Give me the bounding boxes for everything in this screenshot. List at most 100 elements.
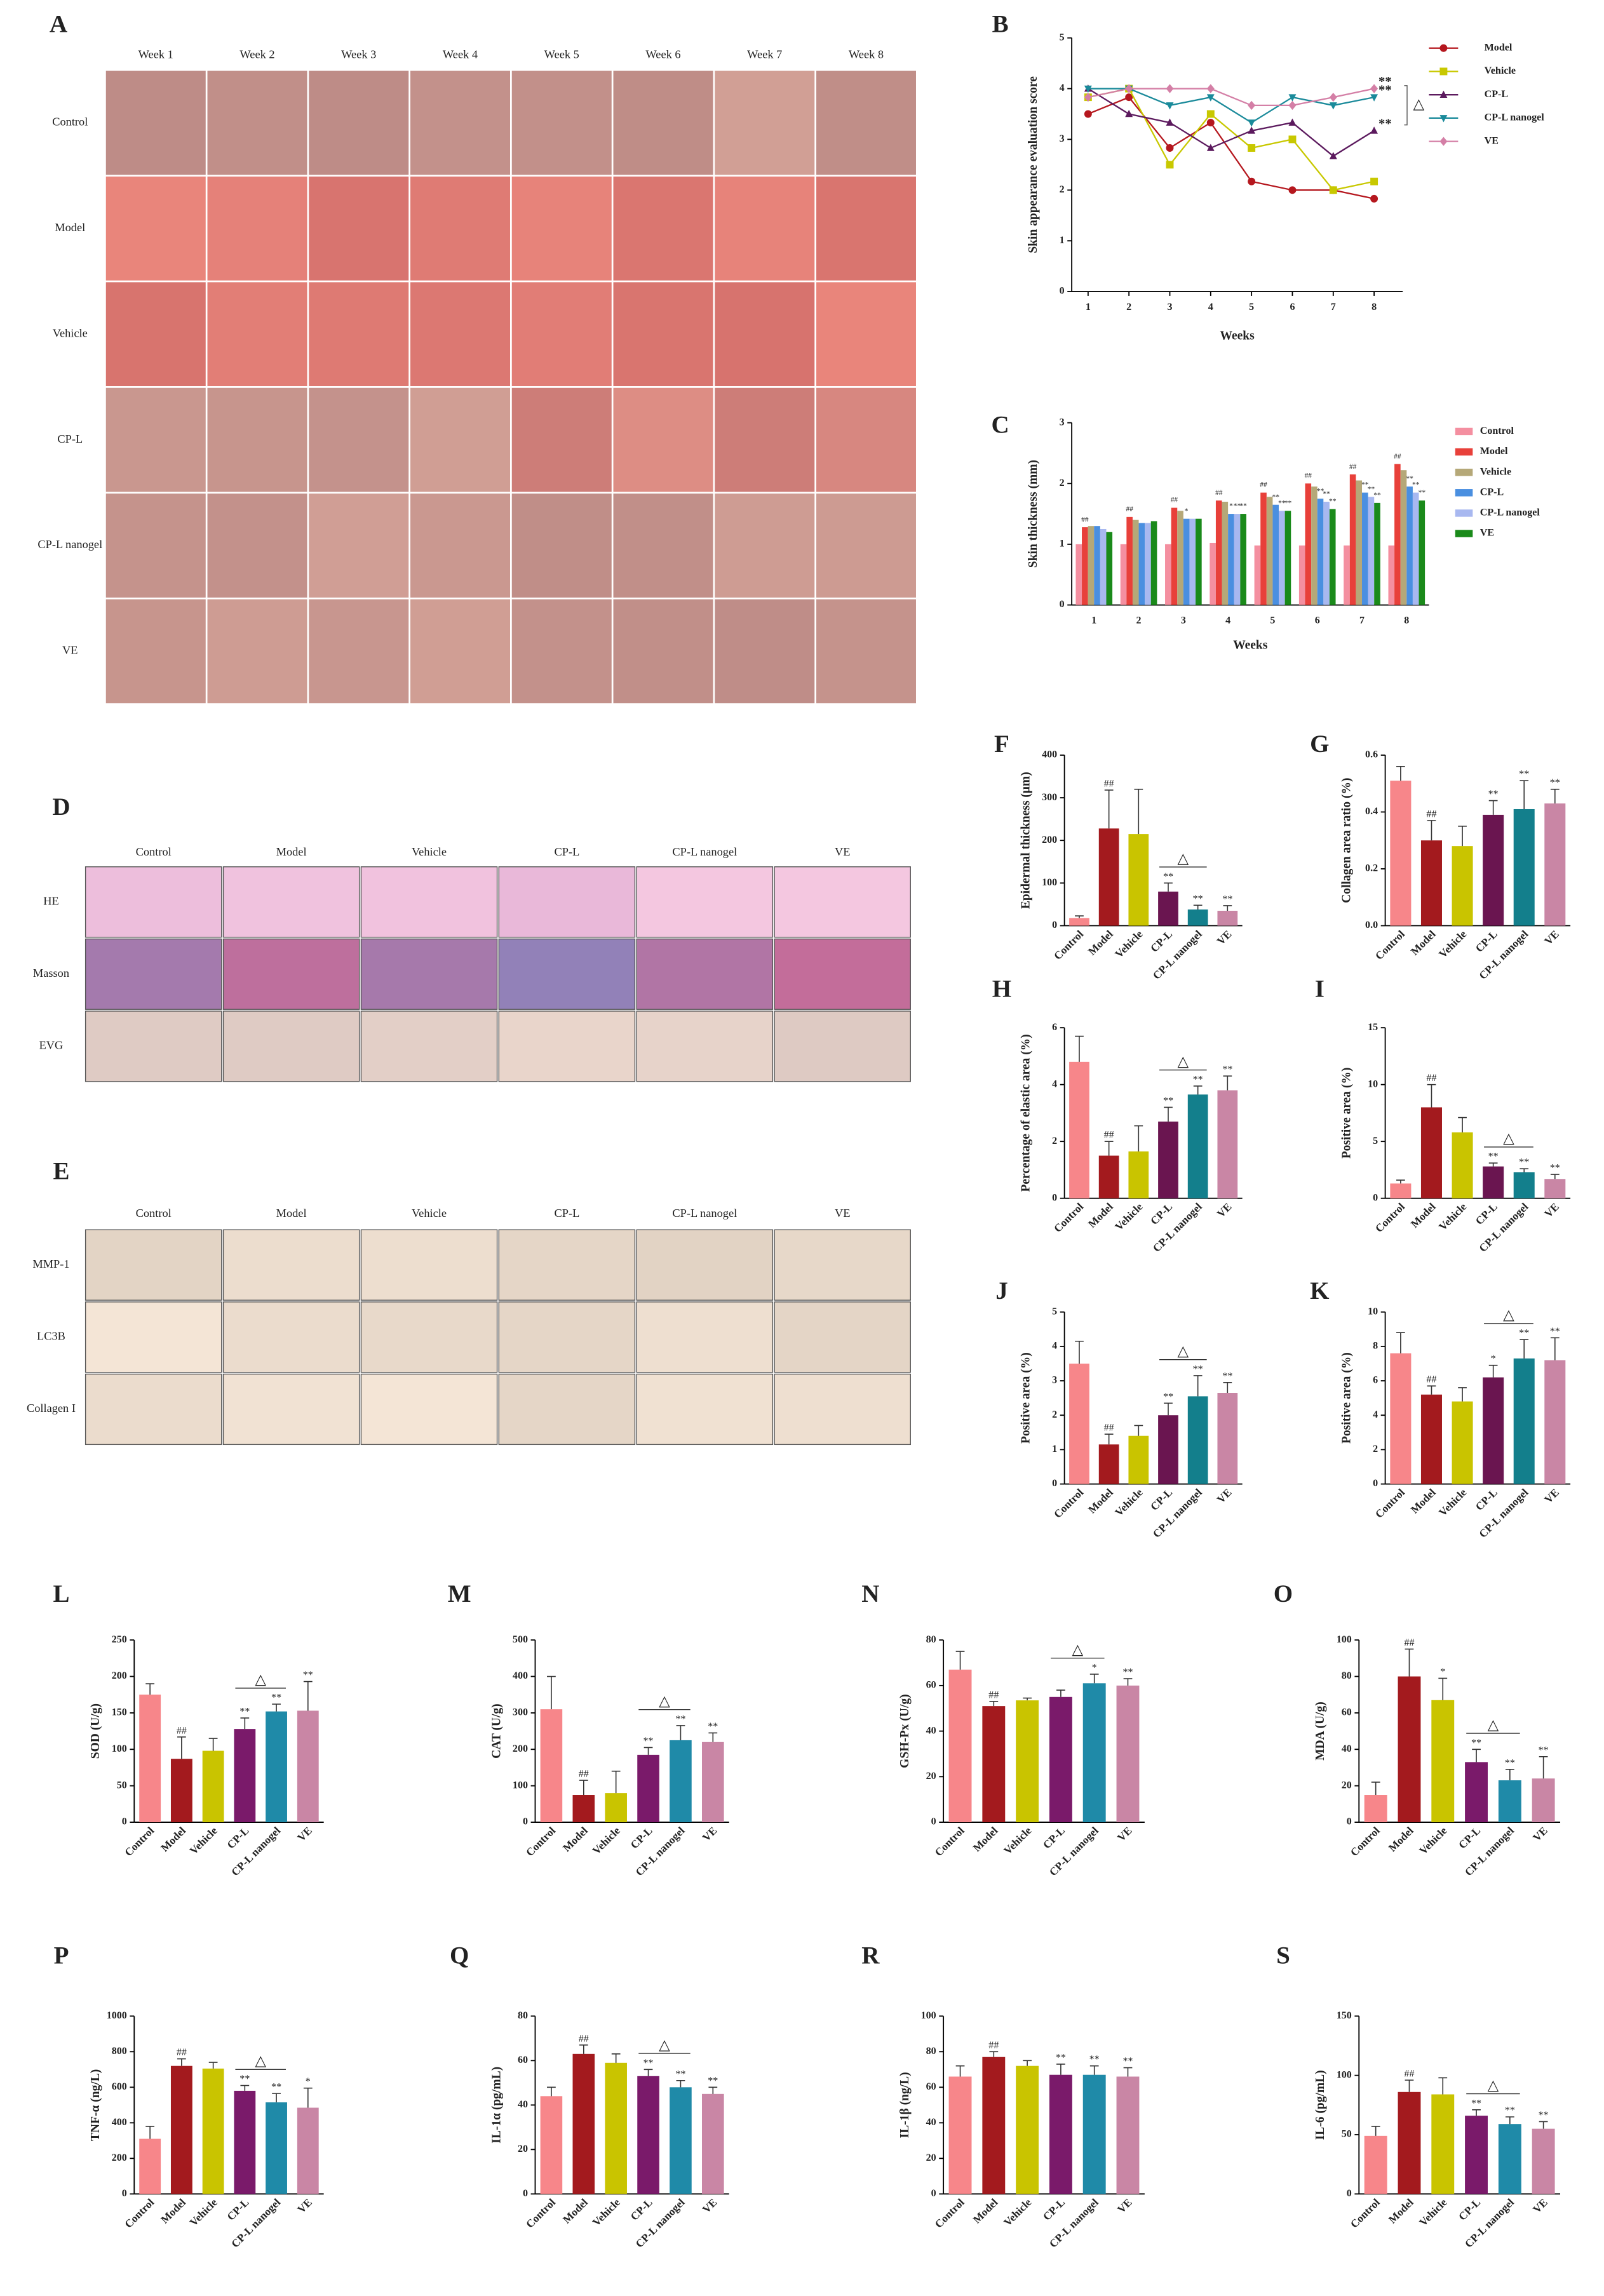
- image-tile: [498, 938, 636, 1010]
- x-tick-label: Vehicle: [1113, 928, 1145, 960]
- significance: **: [644, 2058, 654, 2069]
- image-tile: [715, 176, 815, 281]
- bar: [1016, 1700, 1039, 1823]
- bar: [1049, 2074, 1072, 2194]
- error-bar: [644, 1747, 653, 1755]
- error-bar: [644, 2069, 653, 2076]
- x-tick-label: Model: [1408, 928, 1438, 958]
- x-axis-title: Weeks: [1233, 638, 1268, 652]
- bar: [1088, 526, 1095, 605]
- x-tick-label: Control: [1373, 928, 1407, 962]
- image-tile: [636, 938, 774, 1010]
- y-tick-label: 2: [1373, 1444, 1378, 1454]
- bar: [1532, 2128, 1555, 2194]
- error-bar: [303, 1681, 313, 1711]
- bar: [1116, 1685, 1140, 1823]
- bar: [1106, 532, 1113, 605]
- significance: **: [271, 2082, 281, 2093]
- bar: [1390, 1183, 1412, 1198]
- bar: [1082, 527, 1088, 605]
- y-tick-label: 2: [1060, 184, 1065, 195]
- significance: **: [1272, 493, 1280, 501]
- panel-letter: D: [52, 793, 70, 821]
- panel-letter: M: [448, 1580, 471, 1608]
- y-tick-label: 0: [1052, 1192, 1057, 1203]
- error-bar: [272, 1703, 281, 1712]
- bar: [1217, 1090, 1238, 1198]
- error-bar: [1472, 2109, 1481, 2116]
- error-bar: [1104, 1433, 1114, 1445]
- significance: ##: [988, 2040, 999, 2051]
- row-label: LC3B: [37, 1330, 65, 1343]
- x-tick-label: Model: [560, 1825, 590, 1855]
- y-tick-label: 800: [112, 2046, 127, 2057]
- y-tick-label: 0: [1373, 1478, 1378, 1489]
- significance: **: [1234, 502, 1241, 510]
- error-bar: [303, 2087, 313, 2108]
- bar: [1344, 545, 1350, 605]
- image-tile: [222, 1301, 360, 1373]
- image-tile: [636, 1373, 774, 1446]
- image-tile: [816, 599, 916, 704]
- image-tile: [84, 1229, 222, 1301]
- image-tile: [309, 70, 409, 175]
- x-tick-label: VE: [1115, 2196, 1134, 2215]
- column-header: Week 6: [645, 48, 680, 60]
- y-tick-label: 300: [1042, 792, 1057, 803]
- significance: **: [1122, 2056, 1133, 2067]
- error-bar: [1371, 1782, 1380, 1796]
- column-header: Week 3: [341, 48, 376, 60]
- image-tile: [105, 176, 206, 281]
- bar: [1400, 470, 1407, 605]
- legend-marker: [1439, 90, 1448, 98]
- error-bar: [177, 1736, 186, 1759]
- bar: [1116, 2076, 1140, 2194]
- bar: [1098, 1155, 1119, 1198]
- column-header: Control: [136, 845, 172, 858]
- data-point: [1206, 119, 1215, 127]
- image-tile: [498, 1010, 636, 1082]
- x-tick-label: 7: [1359, 615, 1365, 626]
- bar: [1128, 1435, 1149, 1484]
- significance: **: [1317, 487, 1324, 495]
- bar: [1394, 464, 1401, 605]
- y-tick-label: 20: [926, 2152, 936, 2163]
- y-tick-label: 40: [518, 2099, 528, 2110]
- x-tick-label: Model: [1086, 1200, 1115, 1230]
- image-tile: [774, 938, 911, 1010]
- x-tick-label: 4: [1225, 615, 1230, 626]
- image-tile: [816, 282, 916, 387]
- bar: [202, 1750, 224, 1823]
- image-tile: [410, 493, 510, 598]
- error-bar: [1396, 766, 1405, 781]
- legend-swatch: [1455, 427, 1473, 436]
- bar: [1298, 545, 1305, 605]
- bar: [1196, 518, 1202, 605]
- y-tick-label: 150: [112, 1707, 127, 1718]
- y-tick-label: 80: [926, 1634, 936, 1645]
- error-bar: [1396, 1332, 1405, 1353]
- data-point: [1370, 84, 1378, 93]
- y-tick-label: 400: [1042, 749, 1057, 760]
- image-tile: [105, 387, 206, 492]
- panel-letter: H: [992, 976, 1011, 1003]
- x-tick-label: CP-L: [628, 1825, 655, 1851]
- panel-letter: L: [53, 1580, 70, 1608]
- x-tick-label: Vehicle: [590, 1824, 623, 1856]
- bar: [139, 2138, 161, 2194]
- data-point: [1248, 100, 1256, 111]
- bar: [234, 2090, 256, 2194]
- significance: ##: [1426, 1073, 1436, 1084]
- error-bar: [579, 2044, 588, 2054]
- bracket-label: △: [659, 2037, 670, 2053]
- column-header: Week 8: [849, 48, 884, 60]
- bar: [1452, 1401, 1473, 1484]
- significance: **: [1550, 1326, 1560, 1337]
- significance: ##: [1305, 472, 1312, 480]
- error-bar: [1438, 2077, 1448, 2095]
- significance: ##: [579, 2033, 589, 2044]
- y-tick-label: 2: [1052, 1136, 1057, 1146]
- error-bar: [708, 1732, 718, 1742]
- image-tile: [774, 1301, 911, 1373]
